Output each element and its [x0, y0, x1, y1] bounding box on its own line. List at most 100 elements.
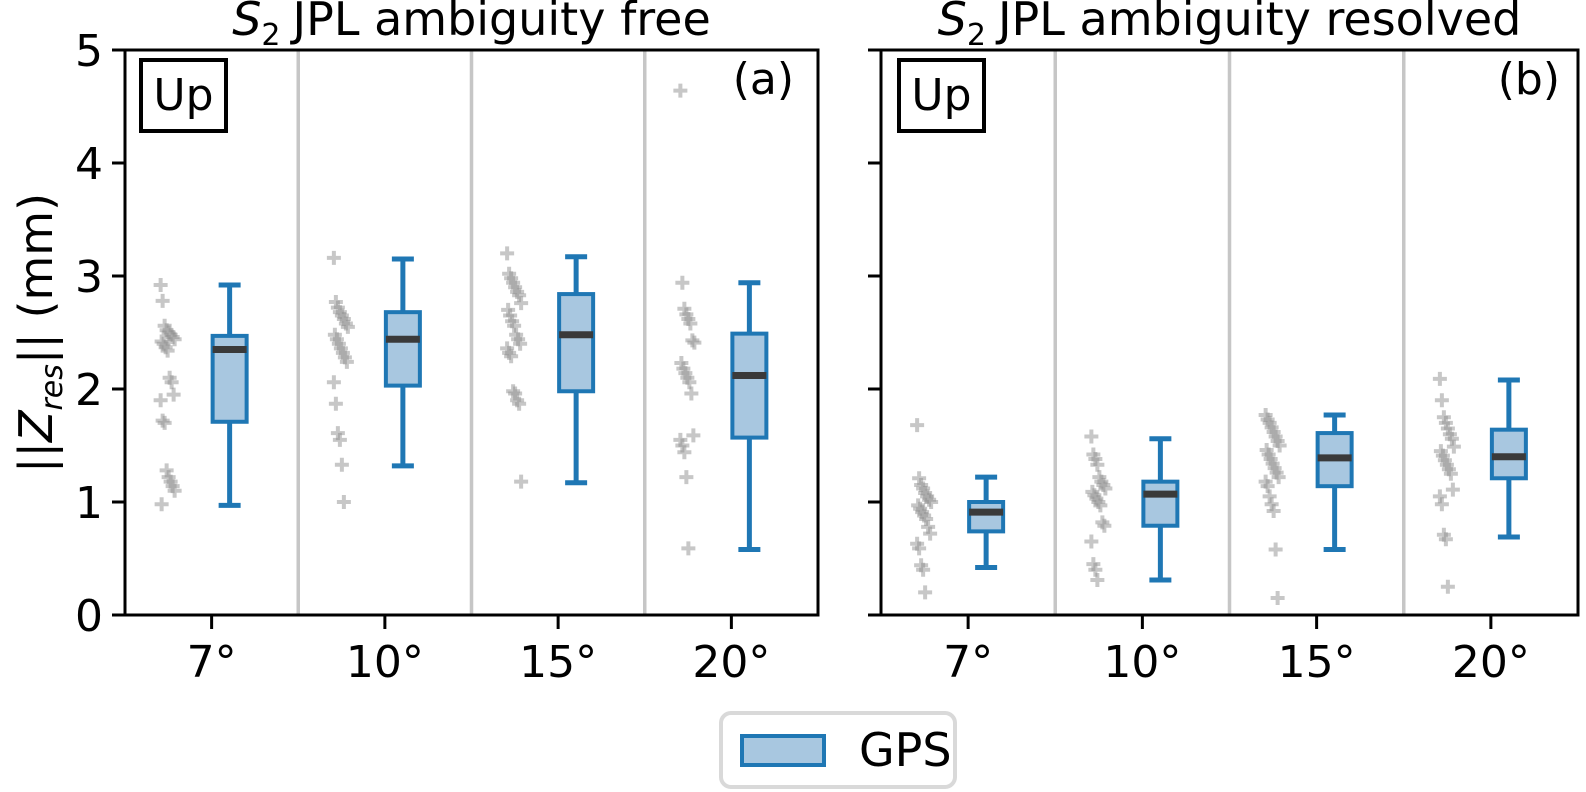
scatter-point — [687, 335, 702, 350]
scatter-point — [154, 497, 169, 512]
x-tick-label: 10° — [346, 637, 424, 688]
ylabel-close-units: || (mm) — [9, 192, 63, 365]
scatter-point — [683, 316, 698, 331]
scatter-point — [1272, 438, 1287, 453]
scatter-point — [513, 336, 528, 351]
y-tick-label: 5 — [75, 26, 103, 77]
scatter-point — [340, 319, 355, 334]
panel-b-up-label: Up — [897, 58, 986, 133]
panel-border — [879, 48, 1580, 617]
y-tick-label: 2 — [75, 365, 103, 416]
scatter-point — [160, 343, 175, 358]
y-tick-label: 4 — [75, 139, 103, 190]
panel-border — [123, 48, 820, 617]
panel-b-title: S2 JPL ambiguity resolved — [881, 0, 1578, 60]
scatter-point — [514, 296, 529, 311]
scatter-point — [1440, 579, 1455, 594]
scatter-point — [1432, 371, 1447, 386]
scatter-point — [1098, 481, 1113, 496]
scatter-point — [504, 349, 519, 364]
title-a-variable: S — [232, 0, 262, 46]
panel-a-title: S2 JPL ambiguity free — [125, 0, 818, 60]
ylabel-open-bars: || — [9, 442, 63, 474]
x-tick-label: 10° — [1103, 637, 1181, 688]
title-b-variable: S — [937, 0, 967, 46]
ylabel-symbol: Z — [9, 410, 63, 443]
scatter-point — [512, 396, 527, 411]
scatter-point — [1434, 497, 1449, 512]
title-b-text: JPL ambiguity resolved — [997, 0, 1522, 46]
scatter-point — [1090, 572, 1105, 587]
title-a-subscript: 2 — [261, 18, 281, 54]
scatter-point — [1268, 542, 1283, 557]
scatter-point — [332, 432, 347, 447]
scatter-point — [1097, 518, 1112, 533]
scatter-point — [686, 428, 701, 443]
scatter-point — [514, 474, 529, 489]
scatter-point — [167, 332, 182, 347]
scatter-point — [339, 354, 354, 369]
x-tick-label: 15° — [1278, 637, 1356, 688]
y-axis-label: ||Zres|| (mm) — [6, 133, 70, 533]
box-iqr — [383, 310, 422, 388]
scatter-point — [500, 246, 515, 261]
scatter-point — [326, 250, 341, 265]
legend-gps-swatch — [740, 733, 826, 767]
scatter-point — [167, 483, 182, 498]
scatter-point — [1434, 393, 1449, 408]
scatter-point — [1093, 498, 1108, 513]
scatter-point — [1443, 466, 1458, 481]
x-tick-label: 20° — [692, 637, 770, 688]
panel-a-corner-label: (a) — [732, 54, 794, 105]
box-iqr — [557, 292, 596, 394]
x-tick-label: 7° — [187, 637, 237, 688]
scatter-point — [684, 386, 699, 401]
scatter-point — [675, 275, 690, 290]
scatter-point — [155, 293, 170, 308]
title-b-subscript: 2 — [966, 18, 986, 54]
scatter-point — [910, 418, 925, 433]
scatter-point — [1271, 470, 1286, 485]
x-tick-label: 15° — [519, 637, 597, 688]
scatter-point — [153, 278, 168, 293]
x-tick-label: 20° — [1452, 637, 1530, 688]
title-a-text: JPL ambiguity free — [292, 0, 711, 46]
scatter-point — [923, 526, 938, 541]
scatter-point — [166, 387, 181, 402]
scatter-point — [1266, 504, 1281, 519]
scatter-point — [916, 562, 931, 577]
y-tick-label: 0 — [75, 591, 103, 642]
scatter-point — [1445, 482, 1460, 497]
x-tick-label: 7° — [943, 637, 993, 688]
ylabel-subscript: res — [35, 364, 71, 411]
scatter-point — [1090, 457, 1105, 472]
scatter-point — [673, 83, 688, 98]
box-iqr — [730, 331, 769, 440]
panel-b-corner-label: (b) — [1497, 54, 1560, 105]
scatter-point — [334, 457, 349, 472]
scatter-point — [912, 541, 927, 556]
scatter-point — [164, 375, 179, 390]
scatter-point — [157, 415, 172, 430]
box-iqr — [1141, 479, 1180, 528]
legend: GPS — [719, 711, 957, 789]
scatter-point — [336, 495, 351, 509]
y-tick-label: 1 — [75, 478, 103, 529]
legend-gps-label: GPS — [859, 723, 952, 777]
box-iqr — [967, 500, 1006, 534]
scatter-point — [1084, 534, 1099, 549]
scatter-point — [326, 375, 341, 390]
scatter-point — [681, 541, 696, 556]
panel-a-up-label: Up — [139, 58, 228, 133]
scatter-point — [918, 585, 933, 600]
scatter-point — [1084, 429, 1099, 444]
scatter-point — [924, 495, 939, 509]
scatter-point — [1270, 591, 1285, 606]
scatter-point — [328, 396, 343, 411]
scatter-point — [1438, 532, 1453, 547]
scatter-point — [1446, 439, 1461, 454]
y-tick-label: 3 — [75, 252, 103, 303]
scatter-point — [679, 470, 694, 485]
